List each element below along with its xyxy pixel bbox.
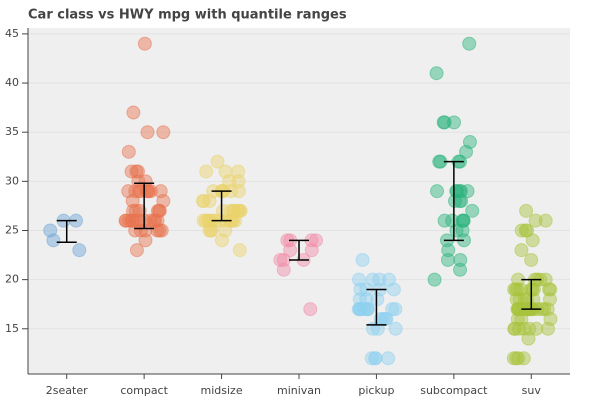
point [359,292,374,307]
point [351,272,366,287]
point [283,243,298,258]
point [368,351,383,366]
point [432,154,447,169]
point [437,213,452,228]
point [137,36,152,51]
x-tick-label: compact [120,384,168,397]
plot-area [28,28,570,374]
point [46,233,61,248]
point [381,351,396,366]
point [538,213,553,228]
point [429,66,444,81]
y-tick-label: 35 [5,125,19,138]
point [199,164,214,179]
point [304,243,319,258]
point [455,223,470,238]
point [140,125,155,140]
point [152,203,167,218]
point [528,213,543,228]
point [524,252,539,267]
y-tick-label: 20 [5,273,19,286]
point [202,223,217,238]
y-tick-label: 25 [5,223,19,236]
point [453,252,468,267]
point [125,213,140,228]
point [512,292,527,307]
point [514,223,529,238]
point [128,184,143,199]
point [542,292,557,307]
point [514,243,529,258]
point [511,351,526,366]
point [427,272,442,287]
point [462,135,477,150]
point [231,184,246,199]
point [520,223,535,238]
point [215,203,230,218]
x-tick-label: minivan [277,384,321,397]
point [352,302,367,317]
point [364,351,379,366]
y-tick-label: 30 [5,174,19,187]
point [132,203,147,218]
point [386,282,401,297]
point [529,321,544,336]
y-tick-label: 45 [5,27,19,40]
point [455,213,470,228]
point [465,203,480,218]
x-tick-label: suv [522,384,542,397]
point [218,223,233,238]
point [436,115,451,130]
point [440,252,455,267]
point [121,144,136,159]
point [522,321,537,336]
point [543,282,558,297]
point [445,213,460,228]
point [511,321,526,336]
point [516,321,531,336]
point [447,115,462,130]
point [519,203,534,218]
point [72,243,87,258]
point [202,194,217,208]
point [370,292,385,307]
y-tick-label: 40 [5,76,19,89]
point [460,184,475,199]
point [355,252,370,267]
point [129,243,144,258]
x-tick-label: midsize [201,384,243,397]
point [276,262,291,277]
point [453,262,468,277]
point [126,105,141,120]
chart-title: Car class vs HWY mpg with quantile range… [28,8,347,23]
point [303,302,318,317]
x-tick-label: pickup [358,384,394,397]
y-tick-label: 15 [5,322,19,335]
point [156,125,171,140]
point [388,302,403,317]
point [365,272,380,287]
x-tick-label: subcompact [420,384,488,397]
point [441,243,456,258]
x-tick-label: 2seater [46,384,88,397]
point [130,164,145,179]
point [462,36,477,51]
point [543,311,558,326]
point [133,184,148,199]
point [388,321,403,336]
point [222,174,237,189]
point [210,154,225,169]
point [452,184,467,199]
point [232,243,247,258]
point [516,351,531,366]
point [138,233,153,248]
point [375,311,390,326]
point [430,184,445,199]
